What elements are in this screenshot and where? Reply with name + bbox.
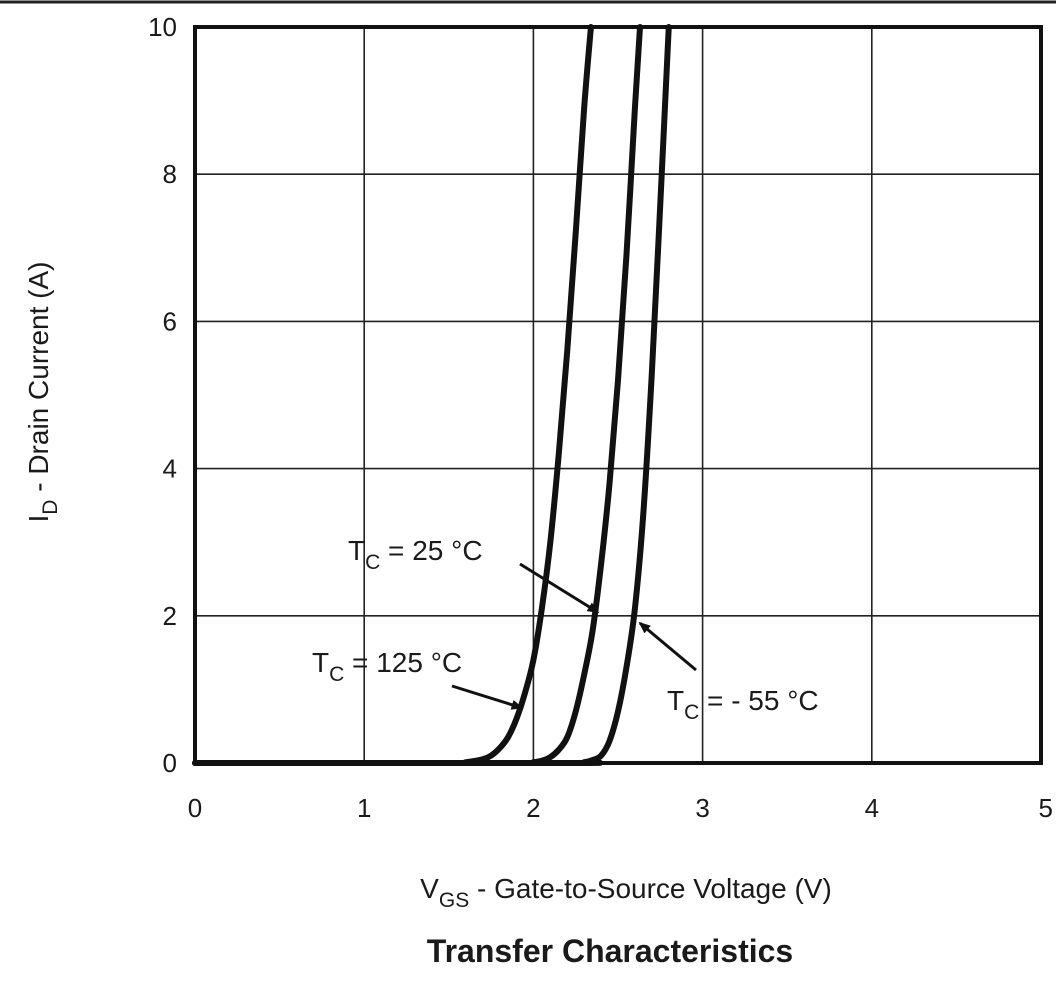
series-lines [192, 24, 672, 767]
y-tick-label: 0 [163, 748, 177, 778]
y-tick-labels: 0 2 4 6 8 10 [148, 12, 177, 778]
plot-frame [193, 25, 1043, 765]
annotations: TC = 125 °C TC = 25 °C TC = - 55 °C [312, 535, 819, 724]
y-tick-label: 2 [163, 601, 177, 631]
x-tick-label: 3 [695, 793, 709, 823]
x-tick-labels: 0 1 2 3 4 5 [188, 793, 1053, 823]
y-tick-label: 10 [148, 12, 177, 42]
x-tick-label: 4 [865, 793, 879, 823]
y-axis-label: ID - Drain Current (A) [23, 262, 62, 523]
x-tick-label: 2 [526, 793, 540, 823]
series-label-1: TC = 25 °C [348, 535, 483, 574]
chart-title: Transfer Characteristics [427, 933, 793, 969]
y-tick-label: 6 [163, 306, 177, 336]
x-tick-label: 0 [188, 793, 202, 823]
annotation-arrow-2 [638, 621, 697, 672]
annotation-arrow-1 [519, 562, 600, 614]
x-axis-label: VGS - Gate-to-Source Voltage (V) [420, 873, 832, 912]
y-tick-label: 8 [163, 159, 177, 189]
x-tick-label: 1 [357, 793, 371, 823]
y-tick-label: 4 [163, 454, 177, 484]
series-label-2: TC = - 55 °C [667, 685, 819, 724]
series-label-0: TC = 125 °C [312, 647, 462, 686]
x-tick-label: 5 [1039, 793, 1053, 823]
annotation-arrow-0 [451, 684, 524, 710]
series-line-2 [192, 24, 672, 767]
